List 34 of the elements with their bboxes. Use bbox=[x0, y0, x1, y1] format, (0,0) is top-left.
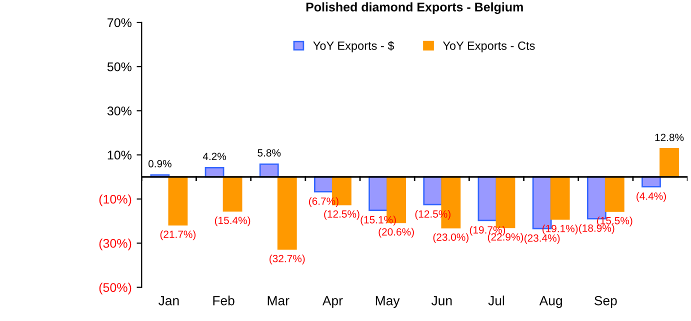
y-tick-label: 30% bbox=[107, 106, 132, 116]
x-tick-label: Aug bbox=[539, 296, 562, 308]
x-tick-label: May bbox=[376, 296, 400, 308]
x-tick-label: Jan bbox=[158, 296, 179, 306]
x-tick-label: Feb bbox=[213, 296, 234, 306]
data-label: (23.4%) bbox=[524, 234, 560, 244]
data-label: 4.2% bbox=[202, 152, 226, 160]
data-label: 12.8% bbox=[655, 134, 684, 142]
data-label: (18.9%) bbox=[579, 224, 614, 234]
legend-label: YoY Exports - Cts bbox=[442, 42, 535, 52]
y-tick-label: (50%) bbox=[99, 282, 132, 294]
chart-title: Polished diamond Exports - Belgium bbox=[306, 2, 523, 14]
y-tick-label: 70% bbox=[108, 18, 132, 28]
data-label: (20.6%) bbox=[378, 228, 414, 238]
data-label: 0.9% bbox=[148, 160, 172, 168]
data-label: (23.0%) bbox=[433, 233, 468, 243]
legend-label: YoY Exports - $ bbox=[313, 41, 394, 52]
data-label: (15.4%) bbox=[214, 216, 250, 226]
y-tick-label: 50% bbox=[107, 62, 132, 72]
x-tick-label: Sep bbox=[594, 296, 617, 308]
data-label: (21.7%) bbox=[160, 230, 196, 240]
data-label: (19.1%) bbox=[542, 224, 578, 234]
x-tick-label: Jun bbox=[431, 296, 452, 306]
y-tick-label: (10%) bbox=[99, 194, 132, 206]
data-label: 5.8% bbox=[258, 149, 281, 157]
x-tick-label: Mar bbox=[268, 296, 290, 306]
x-tick-label: Jul bbox=[488, 296, 504, 306]
data-label: (4.4%) bbox=[636, 192, 666, 202]
x-tick-label: Apr bbox=[322, 296, 343, 308]
data-label: (12.5%) bbox=[324, 210, 360, 220]
y-tick-label: (30%) bbox=[99, 238, 132, 250]
data-label: (32.7%) bbox=[270, 254, 305, 264]
y-tick-label: 10% bbox=[108, 150, 132, 160]
data-label: (15.5%) bbox=[597, 216, 632, 226]
